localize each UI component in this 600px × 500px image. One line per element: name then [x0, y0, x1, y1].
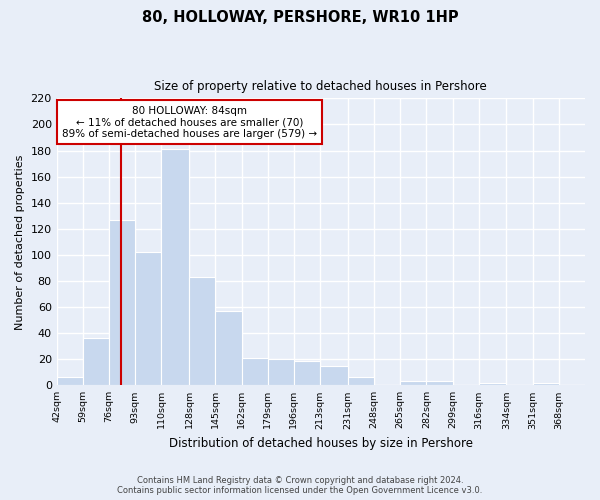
Bar — [189, 277, 215, 386]
Bar — [268, 359, 294, 386]
Bar — [533, 382, 559, 386]
Bar — [83, 338, 109, 386]
Bar — [348, 378, 374, 386]
Y-axis label: Number of detached properties: Number of detached properties — [15, 154, 25, 330]
Text: 80, HOLLOWAY, PERSHORE, WR10 1HP: 80, HOLLOWAY, PERSHORE, WR10 1HP — [142, 10, 458, 25]
Bar — [400, 382, 427, 386]
Bar — [215, 311, 242, 386]
Bar — [320, 366, 348, 386]
Text: Contains HM Land Registry data © Crown copyright and database right 2024.
Contai: Contains HM Land Registry data © Crown c… — [118, 476, 482, 495]
Bar — [109, 220, 135, 386]
Text: 80 HOLLOWAY: 84sqm
← 11% of detached houses are smaller (70)
89% of semi-detache: 80 HOLLOWAY: 84sqm ← 11% of detached hou… — [62, 106, 317, 138]
Bar — [135, 252, 161, 386]
Bar — [294, 360, 320, 386]
Bar — [56, 378, 83, 386]
Bar — [161, 149, 189, 386]
Bar — [242, 358, 268, 386]
Bar — [479, 382, 506, 386]
Title: Size of property relative to detached houses in Pershore: Size of property relative to detached ho… — [154, 80, 487, 93]
Bar — [427, 382, 452, 386]
X-axis label: Distribution of detached houses by size in Pershore: Distribution of detached houses by size … — [169, 437, 473, 450]
